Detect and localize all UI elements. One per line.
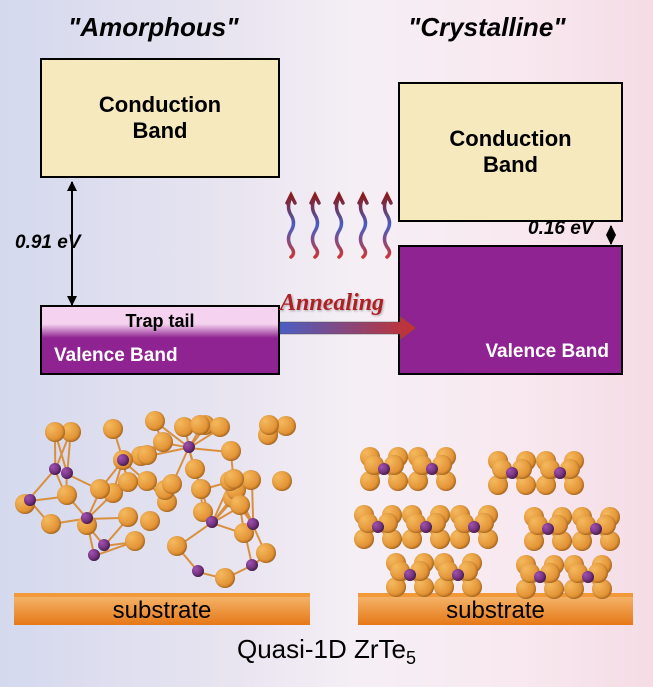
zr-atom-icon — [246, 559, 258, 571]
zr-atom-icon — [183, 441, 195, 453]
zr-atom-icon — [206, 516, 218, 528]
heat-squiggle-icon — [355, 195, 371, 272]
te-atom-icon — [224, 469, 244, 489]
te-atom-icon — [241, 470, 261, 490]
heat-squiggle-icon — [307, 195, 323, 272]
valence-band-right: Valence Band — [398, 245, 623, 375]
zr-atom-icon — [98, 539, 110, 551]
zr-atom-icon — [542, 523, 554, 535]
zr-atom-icon — [534, 571, 546, 583]
annealing-arrow-icon — [280, 315, 418, 335]
zr-atom-icon — [247, 518, 259, 530]
te-atom-icon — [272, 471, 292, 491]
valence-band-label-left: Valence Band — [54, 345, 178, 367]
te-atom-icon — [215, 568, 235, 588]
valence-band-label-right: Valence Band — [485, 341, 609, 363]
conduction-band-label: ConductionBand — [449, 126, 571, 178]
substrate-left: substrate — [14, 597, 310, 625]
zr-atom-icon — [590, 523, 602, 535]
zr-atom-icon — [81, 512, 93, 524]
crystalline-structure — [360, 445, 635, 595]
zr-atom-icon — [582, 571, 594, 583]
te-atom-icon — [45, 422, 65, 442]
heat-squiggle-icon — [379, 195, 395, 272]
substrate-right: substrate — [358, 597, 633, 625]
bandgap-arrow-right — [610, 226, 612, 244]
conduction-band-right: ConductionBand — [398, 82, 623, 222]
zr-atom-icon — [24, 494, 36, 506]
zr-atom-icon — [468, 521, 480, 533]
te-atom-icon — [256, 543, 276, 563]
zr-atom-icon — [49, 463, 61, 475]
te-atom-icon — [57, 485, 77, 505]
zr-atom-icon — [372, 521, 384, 533]
bandgap-label-left: 0.91 eV — [15, 232, 81, 254]
amorphous-structure — [5, 412, 310, 595]
te-atom-icon — [118, 507, 138, 527]
heat-squiggle-icon — [283, 195, 299, 272]
zr-atom-icon — [426, 463, 438, 475]
conduction-band-left: ConductionBand — [40, 58, 280, 178]
bandgap-label-right: 0.16 eV — [528, 218, 594, 240]
figure-title: Quasi-1D ZrTe5 — [0, 634, 653, 669]
zr-atom-icon — [192, 565, 204, 577]
heading-crystalline: "Crystalline" — [408, 12, 566, 43]
te-atom-icon — [276, 416, 296, 436]
te-atom-icon — [191, 479, 211, 499]
annealing-label: Annealing — [280, 290, 384, 317]
zr-atom-icon — [506, 467, 518, 479]
te-atom-icon — [185, 459, 205, 479]
heading-amorphous: "Amorphous" — [68, 12, 239, 43]
te-atom-icon — [221, 441, 241, 461]
te-atom-icon — [137, 445, 157, 465]
te-atom-icon — [103, 419, 123, 439]
zr-atom-icon — [61, 467, 73, 479]
zr-atom-icon — [420, 521, 432, 533]
zr-atom-icon — [88, 549, 100, 561]
te-atom-icon — [210, 417, 230, 437]
te-atom-icon — [259, 415, 279, 435]
te-atom-icon — [90, 479, 110, 499]
te-atom-icon — [153, 432, 173, 452]
zr-atom-icon — [404, 569, 416, 581]
zr-atom-icon — [554, 467, 566, 479]
conduction-band-label: ConductionBand — [99, 92, 221, 144]
trap-tail-label: Trap tail — [42, 307, 278, 338]
te-atom-icon — [125, 531, 145, 551]
zr-atom-icon — [378, 463, 390, 475]
te-atom-icon — [162, 474, 182, 494]
zr-atom-icon — [452, 569, 464, 581]
valence-band-left: Trap tail Valence Band — [40, 305, 280, 375]
te-atom-icon — [118, 472, 138, 492]
te-atom-icon — [41, 514, 61, 534]
figure-title-text: Quasi-1D ZrTe — [237, 634, 406, 664]
heat-squiggle-icon — [331, 195, 347, 272]
zr-atom-icon — [117, 454, 129, 466]
te-atom-icon — [140, 511, 160, 531]
figure-title-subscript: 5 — [406, 648, 416, 668]
